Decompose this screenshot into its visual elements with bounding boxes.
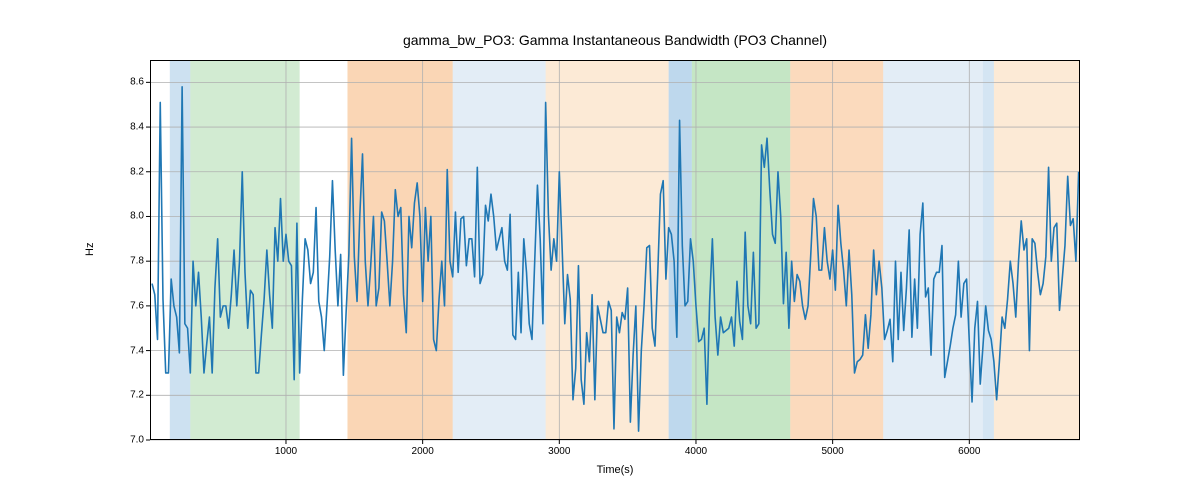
- plot-area: [150, 60, 1080, 440]
- background-band: [669, 60, 692, 440]
- ytick-label: 7.8: [120, 256, 144, 267]
- ytick-label: 7.0: [120, 435, 144, 446]
- background-band: [347, 60, 452, 440]
- ytick-label: 7.4: [120, 345, 144, 356]
- xtick-label: 5000: [822, 446, 844, 457]
- ytick-label: 8.2: [120, 166, 144, 177]
- xtick-label: 1000: [275, 446, 297, 457]
- background-band: [983, 60, 994, 440]
- ytick-label: 8.4: [120, 122, 144, 133]
- ytick-label: 7.6: [120, 300, 144, 311]
- xtick-label: 4000: [685, 446, 707, 457]
- figure: gamma_bw_PO3: Gamma Instantaneous Bandwi…: [0, 0, 1200, 500]
- ytick-label: 8.6: [120, 77, 144, 88]
- xtick-label: 2000: [412, 446, 434, 457]
- background-band: [883, 60, 983, 440]
- chart-title: gamma_bw_PO3: Gamma Instantaneous Bandwi…: [150, 32, 1080, 48]
- ytick-label: 7.2: [120, 390, 144, 401]
- background-band: [453, 60, 546, 440]
- ytick-label: 8.0: [120, 211, 144, 222]
- background-band: [994, 60, 1080, 440]
- x-axis-label: Time(s): [150, 464, 1080, 476]
- chart-svg: [150, 60, 1080, 440]
- xtick-label: 6000: [958, 446, 980, 457]
- xtick-label: 3000: [548, 446, 570, 457]
